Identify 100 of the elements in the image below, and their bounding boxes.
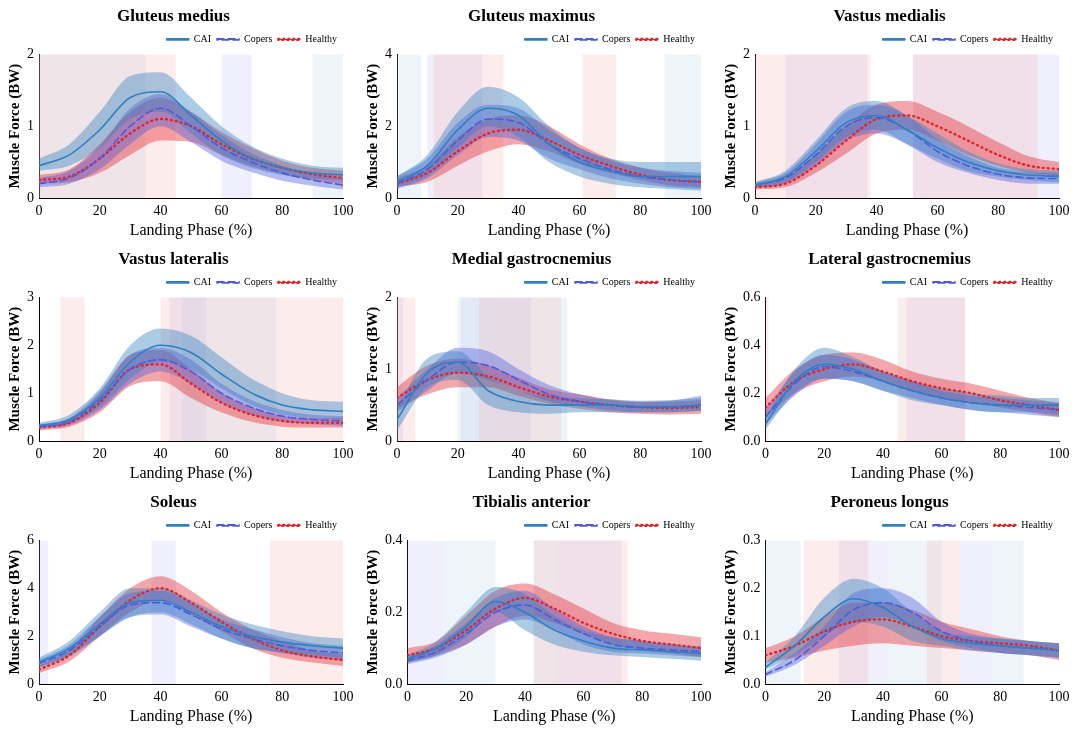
x-tick-label: 40 <box>511 203 526 219</box>
y-axis-title: Muscle Force (BW) <box>363 549 381 675</box>
x-tick-label: 80 <box>991 203 1006 219</box>
y-tick-label: 6 <box>27 532 34 548</box>
line-series <box>39 117 343 182</box>
x-tick-label: 40 <box>517 689 532 705</box>
chart-title: Lateral gastrocnemius <box>808 248 972 268</box>
x-axis-title: Landing Phase (%) <box>850 706 974 725</box>
y-tick-label: 0.6 <box>743 289 761 305</box>
y-tick-label: 0 <box>385 432 392 448</box>
x-tick-label: 80 <box>275 203 290 219</box>
y-tick-label: 0.1 <box>743 627 761 643</box>
line-series <box>39 90 343 176</box>
x-tick-label: 60 <box>934 446 949 462</box>
x-tick-label: 100 <box>1048 689 1070 705</box>
y-axis-title: Muscle Force (BW) <box>721 549 739 675</box>
x-tick-label: 40 <box>153 203 168 219</box>
legend-label: Copers <box>602 519 631 531</box>
y-tick-label: 0 <box>385 189 392 205</box>
x-tick-label: 60 <box>214 446 229 462</box>
x-tick-label: 100 <box>690 446 712 462</box>
y-tick-label: 0 <box>27 675 34 691</box>
x-tick-label: 100 <box>1048 203 1070 219</box>
y-tick-label: 2 <box>27 46 34 62</box>
legend-label: Copers <box>244 276 273 288</box>
x-tick-label: 100 <box>1048 446 1070 462</box>
y-tick-label: 2 <box>385 289 392 305</box>
chart-title: Gluteus maximus <box>467 5 596 25</box>
y-axis-title: Muscle Force (BW) <box>363 306 381 432</box>
x-tick-label: 80 <box>275 446 290 462</box>
y-tick-label: 2 <box>385 117 392 133</box>
legend-label: CAI <box>193 519 212 531</box>
x-tick-label: 60 <box>934 689 949 705</box>
x-tick-label: 40 <box>875 689 890 705</box>
legend-label: CAI <box>193 276 212 288</box>
legend-label: CAI <box>909 519 928 531</box>
y-axis-title: Muscle Force (BW) <box>721 306 739 432</box>
chart-title: Gluteus medius <box>117 5 231 25</box>
x-tick-label: 100 <box>690 203 712 219</box>
x-tick-label: 40 <box>153 446 168 462</box>
legend-label: Healthy <box>1021 276 1053 288</box>
legend-label: CAI <box>909 276 928 288</box>
y-tick-label: 0.4 <box>743 336 761 352</box>
x-tick-label: 40 <box>153 689 168 705</box>
x-tick-label: 100 <box>332 689 354 705</box>
x-tick-label: 80 <box>993 446 1008 462</box>
legend-label: Healthy <box>1021 519 1053 531</box>
x-tick-label: 60 <box>572 446 587 462</box>
y-tick-label: 0.2 <box>385 603 403 619</box>
x-axis-title: Landing Phase (%) <box>129 706 253 725</box>
legend-label: Copers <box>960 519 989 531</box>
legend-label: Healthy <box>1021 33 1053 45</box>
x-axis-title: Landing Phase (%) <box>129 463 253 482</box>
line-series <box>397 371 701 410</box>
x-tick-label: 100 <box>332 446 354 462</box>
x-tick-label: 100 <box>690 689 712 705</box>
y-tick-label: 1 <box>385 360 392 376</box>
line-series <box>765 366 1059 418</box>
chart-title: Medial gastrocnemius <box>451 248 612 268</box>
x-tick-label: 40 <box>869 203 884 219</box>
line-series <box>765 363 1059 412</box>
y-tick-label: 1 <box>27 384 34 400</box>
x-tick-label: 80 <box>993 689 1008 705</box>
chart-title: Tibialis anterior <box>472 491 592 511</box>
y-tick-label: 0 <box>27 189 34 205</box>
y-tick-label: 1 <box>743 117 750 133</box>
legend-label: Healthy <box>305 33 337 45</box>
legend-label: Copers <box>960 276 989 288</box>
y-tick-label: 4 <box>385 46 392 62</box>
legend-label: CAI <box>551 276 570 288</box>
y-axis-title: Muscle Force (BW) <box>5 63 23 189</box>
y-tick-label: 1 <box>27 117 34 133</box>
y-tick-label: 0 <box>27 432 34 448</box>
x-tick-label: 60 <box>214 689 229 705</box>
legend-label: CAI <box>909 33 928 45</box>
line-series <box>765 618 1059 657</box>
legend-label: Copers <box>960 33 989 45</box>
x-tick-label: 20 <box>92 446 107 462</box>
chart-title: Vastus lateralis <box>118 248 230 268</box>
x-tick-label: 20 <box>459 689 474 705</box>
y-tick-label: 0.2 <box>743 579 761 595</box>
x-axis-title: Landing Phase (%) <box>487 220 611 239</box>
legend-label: Copers <box>244 33 273 45</box>
x-tick-label: 20 <box>92 203 107 219</box>
legend-label: Healthy <box>663 33 695 45</box>
x-tick-label: 20 <box>450 446 465 462</box>
x-axis-title: Landing Phase (%) <box>129 220 253 239</box>
x-tick-label: 60 <box>576 689 591 705</box>
legend-label: Copers <box>244 519 273 531</box>
x-tick-label: 20 <box>450 203 465 219</box>
y-tick-label: 4 <box>27 579 34 595</box>
x-tick-label: 80 <box>633 446 648 462</box>
y-tick-label: 0 <box>743 189 750 205</box>
legend-label: Copers <box>602 33 631 45</box>
y-tick-label: 0.3 <box>743 532 761 548</box>
y-tick-label: 3 <box>27 289 34 305</box>
y-axis-title: Muscle Force (BW) <box>363 63 381 189</box>
x-tick-label: 60 <box>930 203 945 219</box>
x-axis-title: Landing Phase (%) <box>850 463 974 482</box>
x-tick-label: 60 <box>572 203 587 219</box>
